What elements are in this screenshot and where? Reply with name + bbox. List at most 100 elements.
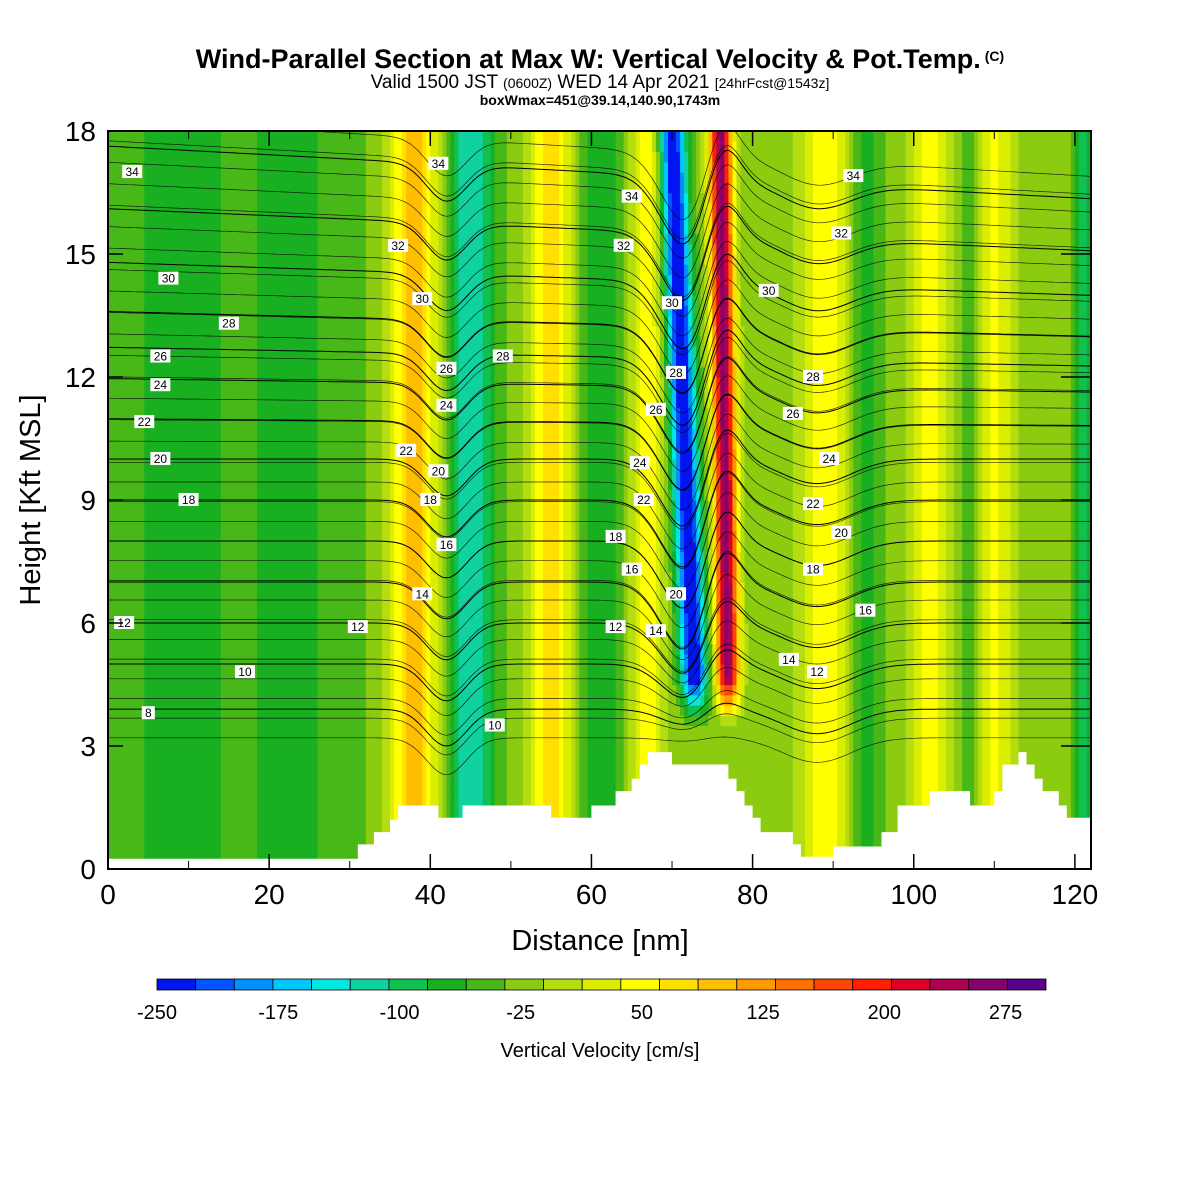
velocity-cell [579, 254, 589, 265]
velocity-cell [543, 735, 560, 747]
velocity-cell [853, 766, 862, 778]
velocity-cell [720, 694, 725, 706]
velocity-cell [1078, 551, 1088, 563]
velocity-cell [623, 520, 629, 532]
velocity-cell [390, 469, 395, 481]
velocity-cell [563, 725, 572, 737]
velocity-cell [954, 479, 963, 491]
velocity-cell [402, 592, 407, 604]
velocity-cell [490, 305, 496, 317]
velocity-cell [454, 407, 460, 419]
velocity-cell [430, 561, 439, 573]
velocity-cell [837, 459, 846, 470]
velocity-cell [442, 274, 448, 286]
velocity-cell [659, 274, 665, 286]
velocity-cell [1070, 274, 1076, 286]
velocity-cell [704, 284, 709, 296]
velocity-cell [982, 448, 991, 460]
velocity-cell [688, 438, 693, 450]
velocity-cell [381, 694, 391, 706]
velocity-cell [692, 254, 697, 265]
velocity-cell [446, 377, 452, 388]
velocity-cell [655, 274, 661, 286]
velocity-cell [563, 705, 572, 716]
velocity-cell [740, 428, 746, 440]
velocity-cell [220, 705, 258, 716]
velocity-cell [535, 797, 544, 809]
velocity-cell [990, 459, 999, 470]
velocity-cell [736, 715, 794, 727]
velocity-cell [813, 643, 838, 655]
velocity-cell [974, 305, 979, 317]
velocity-cell [482, 448, 492, 460]
velocity-cell [627, 356, 637, 368]
velocity-cell [813, 828, 838, 839]
velocity-cell [454, 377, 460, 388]
velocity-cell [974, 592, 979, 604]
velocity-cell [732, 489, 738, 501]
velocity-cell [680, 530, 685, 542]
velocity-cell [708, 500, 713, 511]
velocity-cell [1018, 407, 1072, 419]
velocity-cell [885, 684, 907, 696]
velocity-cell [635, 756, 641, 768]
velocity-cell [365, 530, 383, 542]
velocity-cell [954, 469, 963, 481]
velocity-cell [676, 479, 681, 491]
velocity-cell [559, 674, 564, 686]
velocity-cell [1074, 797, 1080, 809]
velocity-cell [913, 264, 923, 276]
velocity-cell [667, 766, 794, 778]
velocity-cell [506, 274, 524, 286]
velocity-cell [522, 674, 532, 686]
velocity-cell [921, 366, 939, 378]
velocity-cell [482, 797, 492, 809]
velocity-cell [792, 346, 806, 358]
velocity-cell [317, 407, 367, 419]
velocity-cell [1078, 530, 1088, 542]
velocity-cell [381, 735, 391, 747]
velocity-cell [563, 735, 572, 747]
velocity-cell [390, 387, 395, 399]
velocity-cell [945, 336, 955, 347]
velocity-cell [390, 510, 395, 522]
velocity-cell [571, 664, 576, 675]
velocity-cell [740, 551, 746, 563]
box-info: boxWmax=451@39.14,140.90,1743m [479, 92, 721, 108]
velocity-cell [587, 643, 617, 655]
velocity-cell [402, 715, 407, 727]
velocity-cell [804, 694, 814, 706]
velocity-cell [563, 664, 572, 675]
velocity-cell [426, 418, 431, 429]
velocity-cell [974, 315, 979, 327]
velocity-cell [978, 284, 983, 296]
velocity-cell [627, 407, 637, 419]
velocity-cell [615, 766, 625, 778]
velocity-cell [1074, 264, 1080, 276]
velocity-cell [438, 336, 443, 347]
velocity-cell [849, 336, 854, 347]
velocity-cell [575, 254, 580, 265]
velocity-cell [849, 397, 854, 409]
velocity-cell [365, 797, 383, 809]
velocity-cell [804, 787, 814, 798]
velocity-cell [813, 592, 838, 604]
velocity-cell [704, 438, 709, 450]
velocity-cell [543, 520, 560, 532]
velocity-cell [559, 664, 564, 675]
velocity-cell [676, 459, 681, 470]
velocity-cell [792, 295, 806, 306]
velocity-cell [627, 479, 637, 491]
velocity-cell [853, 633, 862, 645]
velocity-cell [220, 582, 258, 593]
velocity-cell [615, 541, 625, 552]
velocity-cell [696, 592, 701, 604]
velocity-cell [559, 428, 564, 440]
velocity-cell [736, 346, 742, 358]
velocity-cell [962, 520, 975, 532]
velocity-cell [108, 602, 145, 614]
velocity-cell [365, 623, 383, 634]
velocity-cell [680, 684, 685, 696]
velocity-cell [494, 602, 508, 614]
velocity-cell [688, 387, 693, 399]
